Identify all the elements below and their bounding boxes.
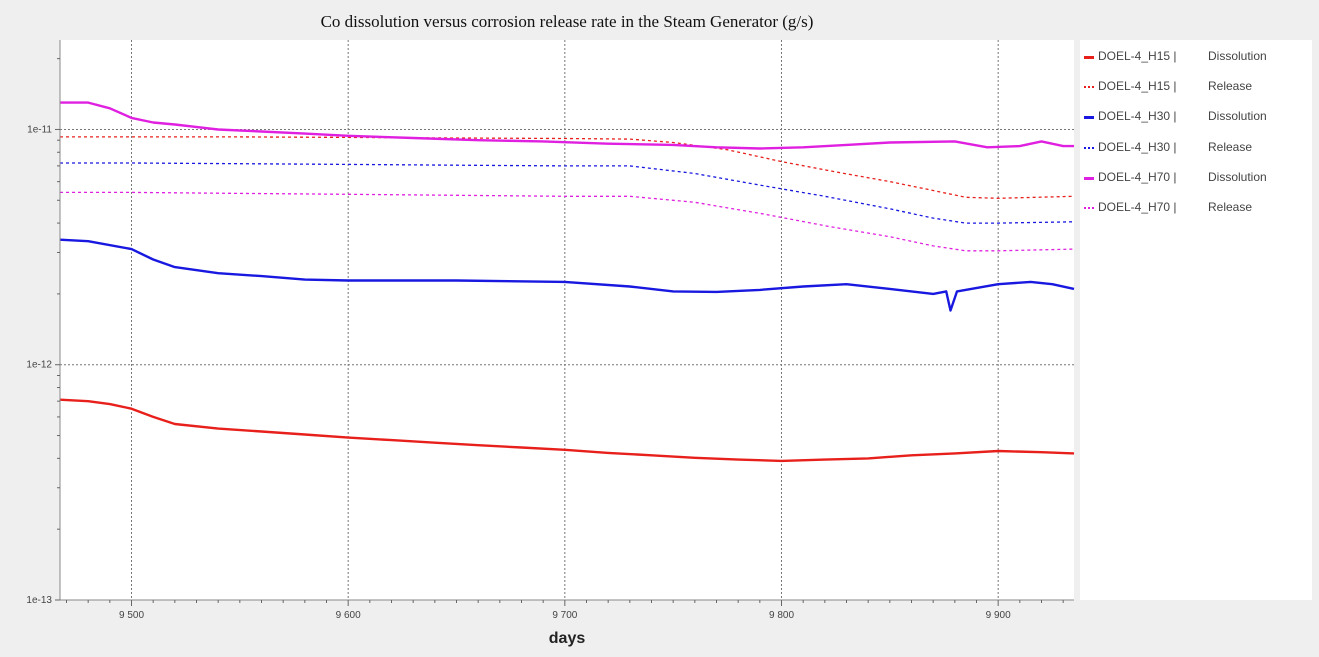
legend-swatch bbox=[1084, 147, 1094, 149]
legend-swatch bbox=[1084, 116, 1094, 119]
y-tick-label: 1e-12 bbox=[26, 360, 52, 371]
x-axis-label: days bbox=[548, 630, 586, 647]
plot-background bbox=[60, 40, 1074, 600]
legend-series-name: DOEL-4_H30 | bbox=[1098, 140, 1177, 154]
x-tick-label: 9 800 bbox=[769, 610, 794, 621]
legend-swatch bbox=[1084, 207, 1094, 209]
legend-series-kind: Dissolution bbox=[1208, 49, 1267, 63]
legend-series-kind: Dissolution bbox=[1208, 170, 1267, 184]
legend-swatch bbox=[1084, 56, 1094, 59]
series-line bbox=[59, 238, 1075, 312]
legend-series-name: DOEL-4_H15 | bbox=[1098, 79, 1177, 93]
legend-series-name: DOEL-4_H15 | bbox=[1098, 49, 1177, 63]
x-tick-label: 9 900 bbox=[986, 610, 1011, 621]
legend: DOEL-4_H15 | Dissolution DOEL-4_H15 | Re… bbox=[1080, 40, 1312, 600]
legend-series-name: DOEL-4_H70 | bbox=[1098, 170, 1177, 184]
series-line bbox=[59, 398, 1075, 463]
series-group bbox=[59, 101, 1075, 463]
legend-series-name: DOEL-4_H30 | bbox=[1098, 109, 1177, 123]
legend-swatch bbox=[1084, 86, 1094, 88]
axes: 9 500 9 600 9 700 9 800 9 900 1e-13 1e-12 1e-11 bbox=[26, 40, 1074, 621]
legend-series-kind: Release bbox=[1208, 200, 1253, 214]
legend-series-name: DOEL-4_H70 | bbox=[1098, 200, 1177, 214]
legend-series-kind: Release bbox=[1208, 140, 1253, 154]
series-line bbox=[60, 136, 1075, 199]
series-line bbox=[60, 101, 1074, 150]
legend-swatch bbox=[1084, 177, 1094, 180]
legend-series-kind: Dissolution bbox=[1208, 109, 1267, 123]
y-tick-label: 1e-13 bbox=[26, 595, 52, 606]
y-tick-label: 1e-11 bbox=[27, 124, 52, 135]
x-tick-label: 9 700 bbox=[552, 610, 577, 621]
x-tick-label: 9 600 bbox=[336, 610, 361, 621]
legend-series-kind: Release bbox=[1208, 79, 1253, 93]
chart-title: Co dissolution versus corrosion release … bbox=[320, 12, 814, 31]
x-tick-label: 9 500 bbox=[119, 610, 144, 621]
